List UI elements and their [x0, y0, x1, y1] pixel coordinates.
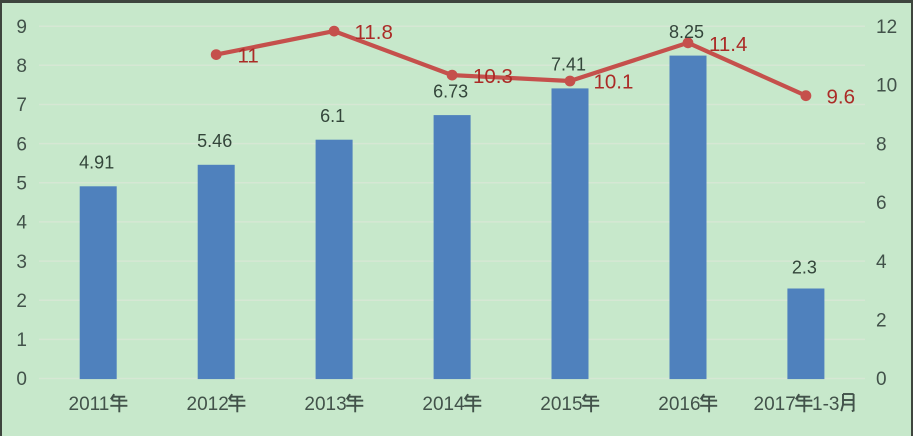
- svg-text:4: 4: [876, 252, 887, 273]
- svg-text:11.8: 11.8: [355, 21, 393, 44]
- svg-text:7: 7: [16, 95, 27, 116]
- svg-text:8: 8: [16, 56, 27, 77]
- svg-text:9.6: 9.6: [827, 86, 856, 109]
- svg-text:2: 2: [876, 311, 887, 332]
- svg-text:2014: 2014: [422, 394, 465, 415]
- svg-text:10.3: 10.3: [473, 65, 513, 88]
- svg-text:2013: 2013: [304, 394, 346, 415]
- svg-text:6.1: 6.1: [320, 106, 345, 126]
- svg-text:4.91: 4.91: [79, 153, 114, 173]
- svg-text:3: 3: [16, 252, 27, 273]
- svg-text:11: 11: [238, 45, 259, 68]
- svg-text:12: 12: [876, 17, 897, 38]
- svg-text:8.25: 8.25: [669, 22, 704, 42]
- svg-text:2011: 2011: [69, 394, 110, 415]
- svg-text:2: 2: [16, 291, 27, 312]
- svg-text:11.4: 11.4: [709, 33, 747, 56]
- svg-text:10.1: 10.1: [594, 71, 634, 94]
- svg-text:2016: 2016: [658, 394, 700, 415]
- svg-text:6: 6: [16, 134, 27, 155]
- svg-text:7.41: 7.41: [551, 55, 586, 75]
- svg-text:6.73: 6.73: [433, 81, 468, 101]
- svg-text:2012: 2012: [187, 394, 229, 415]
- svg-text:5.46: 5.46: [197, 131, 232, 151]
- svg-text:4: 4: [16, 213, 27, 234]
- svg-text:0: 0: [876, 369, 887, 390]
- svg-text:1: 1: [16, 330, 27, 351]
- svg-text:1-3: 1-3: [812, 394, 839, 415]
- svg-text:10: 10: [876, 76, 897, 97]
- svg-text:2017: 2017: [754, 394, 796, 415]
- svg-text:2015: 2015: [540, 394, 582, 415]
- svg-text:0: 0: [16, 369, 27, 390]
- svg-text:6: 6: [876, 193, 887, 214]
- svg-text:8: 8: [876, 134, 887, 155]
- svg-text:2.3: 2.3: [792, 257, 817, 277]
- svg-text:9: 9: [16, 17, 27, 38]
- svg-text:5: 5: [16, 174, 27, 195]
